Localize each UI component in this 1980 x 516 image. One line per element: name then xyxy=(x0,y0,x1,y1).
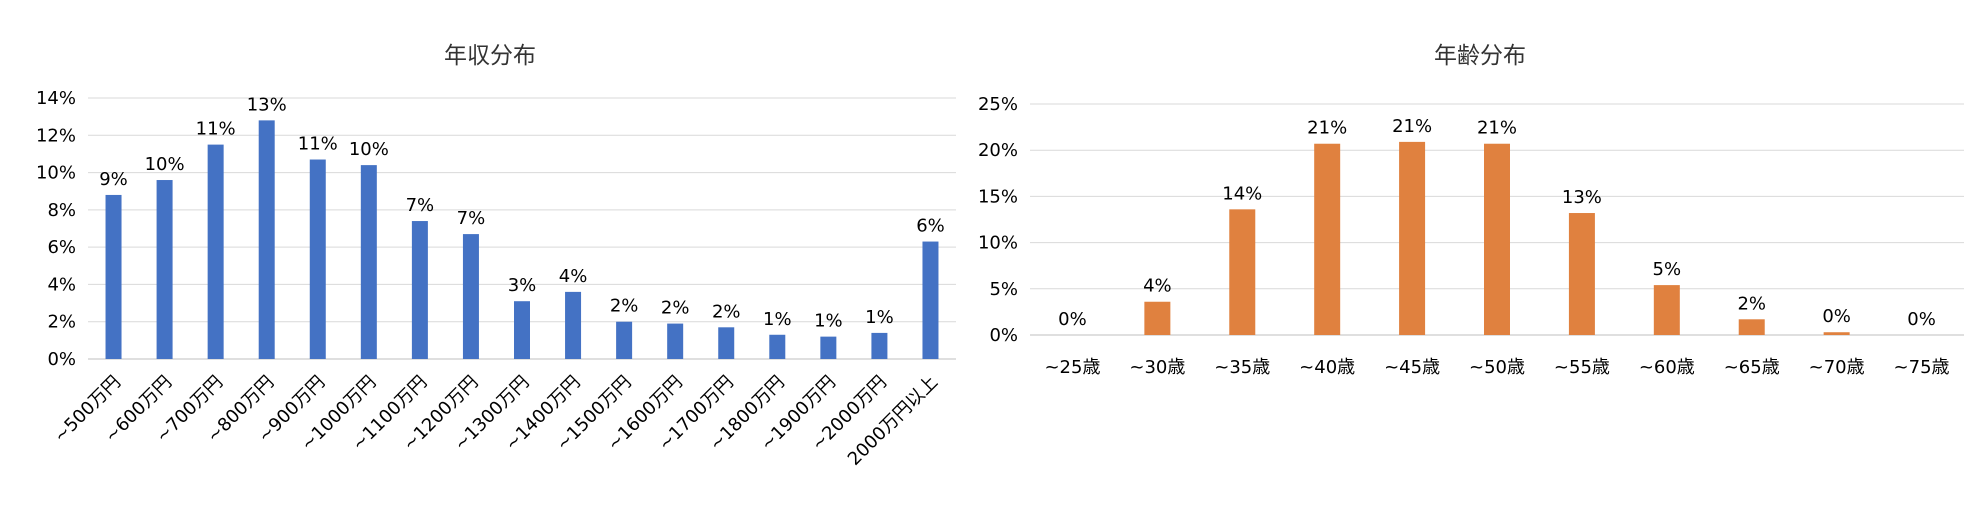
bar xyxy=(1738,319,1765,335)
data-label: 7% xyxy=(406,195,435,216)
data-label: 0% xyxy=(1058,309,1087,330)
y-tick-label: 20% xyxy=(978,140,1018,161)
x-tick-label: ~30歳 xyxy=(1129,357,1185,378)
x-tick-label: ~40歳 xyxy=(1299,357,1355,378)
bar xyxy=(871,332,888,359)
data-label: 0% xyxy=(1907,309,1936,330)
data-label: 4% xyxy=(1143,276,1172,297)
data-label: 11% xyxy=(196,119,236,140)
data-label: 2% xyxy=(610,296,639,317)
x-tick-label: ~60歳 xyxy=(1639,357,1695,378)
bar xyxy=(769,334,786,359)
bar xyxy=(514,301,530,359)
chart-title: 年齢分布 xyxy=(1434,43,1526,69)
bar xyxy=(616,321,633,359)
bar xyxy=(667,323,684,359)
data-label: 4% xyxy=(559,266,588,287)
data-label: 7% xyxy=(457,208,486,229)
data-label: 1% xyxy=(814,311,843,332)
bar xyxy=(1484,143,1510,335)
bar xyxy=(207,144,224,359)
data-label: 11% xyxy=(298,134,338,155)
x-tick-label: ~35歳 xyxy=(1214,357,1270,378)
data-label: 2% xyxy=(661,298,690,319)
x-tick-label: ~65歳 xyxy=(1724,357,1780,378)
bar xyxy=(360,165,377,359)
data-label: 21% xyxy=(1307,118,1347,139)
data-label: 2% xyxy=(712,301,741,322)
data-label: 6% xyxy=(916,216,945,237)
x-tick-label: ~45歳 xyxy=(1384,357,1440,378)
bar xyxy=(1314,143,1341,335)
data-label: 14% xyxy=(1222,183,1262,204)
data-label: 10% xyxy=(349,139,389,160)
bar xyxy=(1653,285,1680,335)
bar xyxy=(565,291,582,359)
y-tick-label: 14% xyxy=(36,88,76,109)
x-tick-label: ~50歳 xyxy=(1469,357,1525,378)
x-tick-label: 2000万円以上 xyxy=(844,372,942,470)
y-tick-label: 25% xyxy=(978,94,1018,115)
age-chart-plot: 0% 5% 10% 15% 20% 25% 0% ~25歳 4% ~30歳 14% ~35歳 21% ~4… xyxy=(978,94,1964,378)
bar xyxy=(1568,213,1595,335)
bar xyxy=(1144,301,1171,335)
y-tick-label: 5% xyxy=(989,279,1018,300)
y-tick-label: 10% xyxy=(36,163,76,184)
y-tick-label: 8% xyxy=(47,200,76,221)
y-tick-label: 12% xyxy=(36,125,76,146)
bar xyxy=(156,180,173,359)
data-label: 9% xyxy=(99,169,128,190)
data-label: 3% xyxy=(508,275,537,296)
data-label: 5% xyxy=(1653,259,1682,280)
x-tick-label: ~25歳 xyxy=(1044,357,1100,378)
data-label: 13% xyxy=(247,94,287,115)
income-chart-plot: 0%2%4%6%8%10%12%14%9%~500万円10%~600万円11%~… xyxy=(36,88,956,470)
bar xyxy=(411,221,428,359)
x-tick-label: ~55歳 xyxy=(1554,357,1610,378)
bar xyxy=(1823,332,1850,335)
data-label: 21% xyxy=(1477,118,1517,139)
y-tick-label: 0% xyxy=(989,325,1018,346)
bar xyxy=(258,120,275,359)
bar xyxy=(1229,209,1256,335)
data-label: 0% xyxy=(1822,306,1851,327)
x-tick-label: ~70歳 xyxy=(1809,357,1865,378)
age-distribution-chart: 年齢分布 0% 5% 10% 15% 20% 25% 0% ~25歳 4% ~30歳 14% ~35歳… xyxy=(978,0,1980,516)
data-label: 1% xyxy=(763,309,792,330)
bar xyxy=(462,234,479,359)
data-label: 1% xyxy=(865,307,894,328)
bar xyxy=(718,327,735,359)
data-label: 21% xyxy=(1392,116,1432,137)
y-tick-label: 0% xyxy=(47,349,76,370)
bar xyxy=(1399,141,1426,335)
bar xyxy=(820,336,837,359)
chart-title: 年収分布 xyxy=(444,43,536,69)
y-tick-label: 6% xyxy=(47,237,76,258)
y-tick-label: 4% xyxy=(47,274,76,295)
data-label: 13% xyxy=(1562,187,1602,208)
y-tick-label: 2% xyxy=(47,312,76,333)
bar xyxy=(105,194,122,359)
data-label: 2% xyxy=(1737,293,1766,314)
bar xyxy=(309,159,326,359)
data-label: 10% xyxy=(145,154,185,175)
y-tick-label: 15% xyxy=(978,186,1018,207)
income-distribution-chart: 年収分布 0% 2% 4% 6% 8% 10% 12% 14% 9% ~500万円 10% ~600万… xyxy=(0,0,980,516)
y-tick-label: 10% xyxy=(978,233,1018,254)
bar xyxy=(922,241,939,359)
x-tick-label: ~75歳 xyxy=(1894,357,1950,378)
